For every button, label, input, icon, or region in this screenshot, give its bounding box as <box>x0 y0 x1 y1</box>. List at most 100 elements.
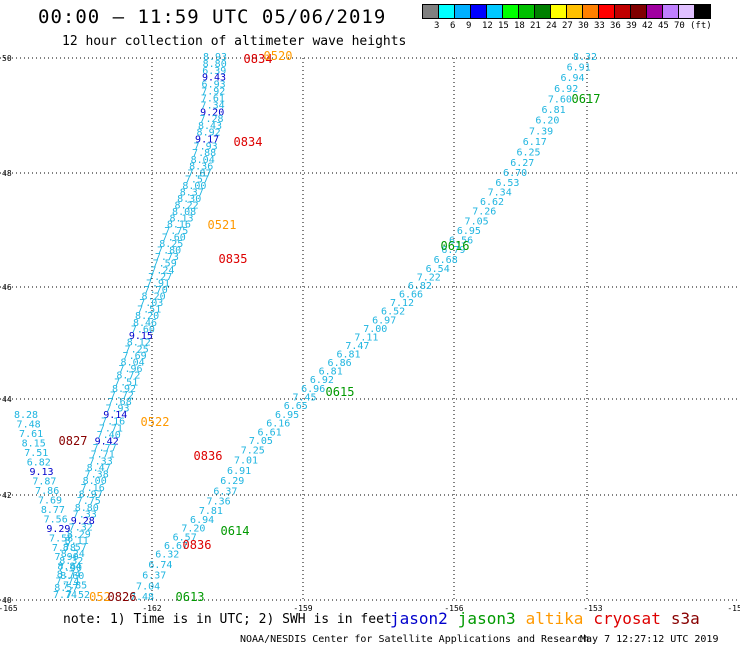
scale-label: 9 <box>466 21 472 31</box>
wave-height-label: 8.80 <box>203 59 227 70</box>
wave-height-label: 6.32 <box>155 550 179 561</box>
wave-height-label: 6.95 <box>457 226 481 237</box>
lon-label: -156 <box>444 604 463 613</box>
scale-label: 36 <box>610 21 621 31</box>
legend-jason2: jason2 <box>390 609 448 628</box>
lon-label: -150 <box>727 604 740 613</box>
track-time-label: 0836 <box>183 538 212 552</box>
track-time-label: 0826 <box>108 590 137 604</box>
wave-height-label: 8.22 <box>175 200 199 211</box>
wave-height-label: 8.57 <box>54 583 78 594</box>
track-time-label: 0827 <box>59 434 88 448</box>
wave-height-label: 7.04 <box>136 581 160 592</box>
scale-label: 3 <box>434 21 440 31</box>
wave-height-label: 8.77 <box>41 505 65 516</box>
wave-height-label: 7.72 <box>110 390 134 401</box>
wave-height-label: 7.71 <box>99 423 123 434</box>
wave-height-label: 6.37 <box>213 486 237 497</box>
wave-height-label: 7.51 <box>24 448 48 459</box>
wave-height-label: 7.70 <box>144 285 168 296</box>
wave-height-label: 8.84 <box>57 562 81 573</box>
wave-height-label: 6.66 <box>399 290 423 301</box>
wave-height-label: 6.20 <box>535 116 559 127</box>
lat-lon-grid <box>0 57 740 601</box>
wave-height-label: 7.74 <box>55 576 79 587</box>
wave-height-label: 7.91 <box>146 278 170 289</box>
scale-label: 6 <box>450 21 456 31</box>
scale-label: 45 <box>658 21 669 31</box>
wave-height-label: 7.45 <box>292 393 316 404</box>
wave-height-label: 7.81 <box>199 506 223 517</box>
wave-height-label: 8.32 <box>59 556 83 567</box>
wave-height-label: 6.82 <box>408 281 432 292</box>
wave-height-label: 6.37 <box>142 571 166 582</box>
wave-height-label: 7.57 <box>185 175 209 186</box>
wave-height-label: 7.88 <box>192 148 216 159</box>
scale-label: 24 <box>546 21 557 31</box>
legend-altika: altika <box>525 609 584 628</box>
wave-height-label: 6.93 <box>202 80 226 91</box>
wave-height-label: 7.59 <box>153 259 177 270</box>
wave-height-label: 7.27 <box>148 272 172 283</box>
legend-jason3: jason3 <box>457 609 516 628</box>
track-time-label: 0520 <box>264 49 293 63</box>
wave-height-label: 6.79 <box>441 245 465 256</box>
wave-height-label: 7.96 <box>118 364 142 375</box>
wave-height-label: 7.92 <box>201 87 225 98</box>
wave-height-label: 7.77 <box>93 443 117 454</box>
page-subtitle: 12 hour collection of altimeter wave hei… <box>62 34 407 49</box>
wave-height-label: 6.81 <box>542 105 566 116</box>
wave-height-label: 7.56 <box>44 514 68 525</box>
wave-height-label: 7.25 <box>125 344 149 355</box>
wave-height-label: 7.05 <box>465 216 489 227</box>
wave-height-label: 6.81 <box>336 349 360 360</box>
track-time-label: 0613 <box>176 590 205 604</box>
wave-height-label: 6.95 <box>275 410 299 421</box>
wave-height-label: 7.69 <box>38 495 62 506</box>
wave-height-label: 7.80 <box>157 246 181 257</box>
wave-height-label: 8.28 <box>14 410 38 421</box>
wave-height-label: 8.97 <box>79 490 103 501</box>
wave-height-label: 6.86 <box>328 358 352 369</box>
wave-height-label: 7.87 <box>32 477 56 488</box>
wave-height-label: 8.24 <box>61 549 85 560</box>
wave-height-label: 6.97 <box>372 315 396 326</box>
wave-height-label: 7.86 <box>35 486 59 497</box>
lon-label: -162 <box>142 604 161 613</box>
scale-label: 12 <box>482 21 493 31</box>
wave-height-label: 9.15 <box>129 331 153 342</box>
wave-height-label: 9.28 <box>71 516 95 527</box>
wave-height-label: 8.30 <box>177 194 201 205</box>
scale-label: 70 <box>674 21 685 31</box>
track-time-label: 0834 <box>244 52 273 66</box>
wave-height-label: 8.72 <box>116 371 140 382</box>
wave-height-label: 7.16 <box>101 417 125 428</box>
wave-height-label: 7.20 <box>181 524 205 535</box>
legend-cryosat: cryosat <box>593 609 661 628</box>
wave-height-label: 8.13 <box>169 213 193 224</box>
wave-height-label: 6.53 <box>495 178 519 189</box>
wave-height-label: 8.16 <box>167 220 191 231</box>
track-time-label: 0614 <box>221 524 250 538</box>
track-time-label: 0836 <box>194 449 223 463</box>
wave-height-label: 6.94 <box>190 515 214 526</box>
wave-height-label: 8.08 <box>172 207 196 218</box>
wave-height-label: 7.93 <box>194 141 218 152</box>
lat-label: 40 <box>2 596 12 605</box>
track-time-label: 0521 <box>208 218 237 232</box>
wave-height-label: 7.26 <box>472 207 496 218</box>
wave-height-label: 7.33 <box>89 456 113 467</box>
footer-credit: NOAA/NESDIS Center for Satellite Applica… <box>240 634 590 645</box>
scale-label: 39 <box>626 21 637 31</box>
wave-height-label: 7.40 <box>97 430 121 441</box>
wave-height-label: 8.80 <box>75 503 99 514</box>
axis-labels: 50 48 46 44 42 40-165 -162 -159 -156 -153 -150 <box>0 54 740 613</box>
wave-height-label: 8.20 <box>142 292 166 303</box>
scale-label: (ft) <box>690 21 712 31</box>
wave-height-label: 8.00 <box>182 181 206 192</box>
wave-height-label: 9.17 <box>195 135 219 146</box>
color-scale-labels: 3 6 9 12 15 18 21 24 27 30 33 36 39 42 45 70 (ft) <box>422 21 732 33</box>
wave-height-label: 7.16 <box>81 483 105 494</box>
wave-height-label: 6.39 <box>202 66 226 77</box>
wave-height-label: 7.51 <box>114 377 138 388</box>
